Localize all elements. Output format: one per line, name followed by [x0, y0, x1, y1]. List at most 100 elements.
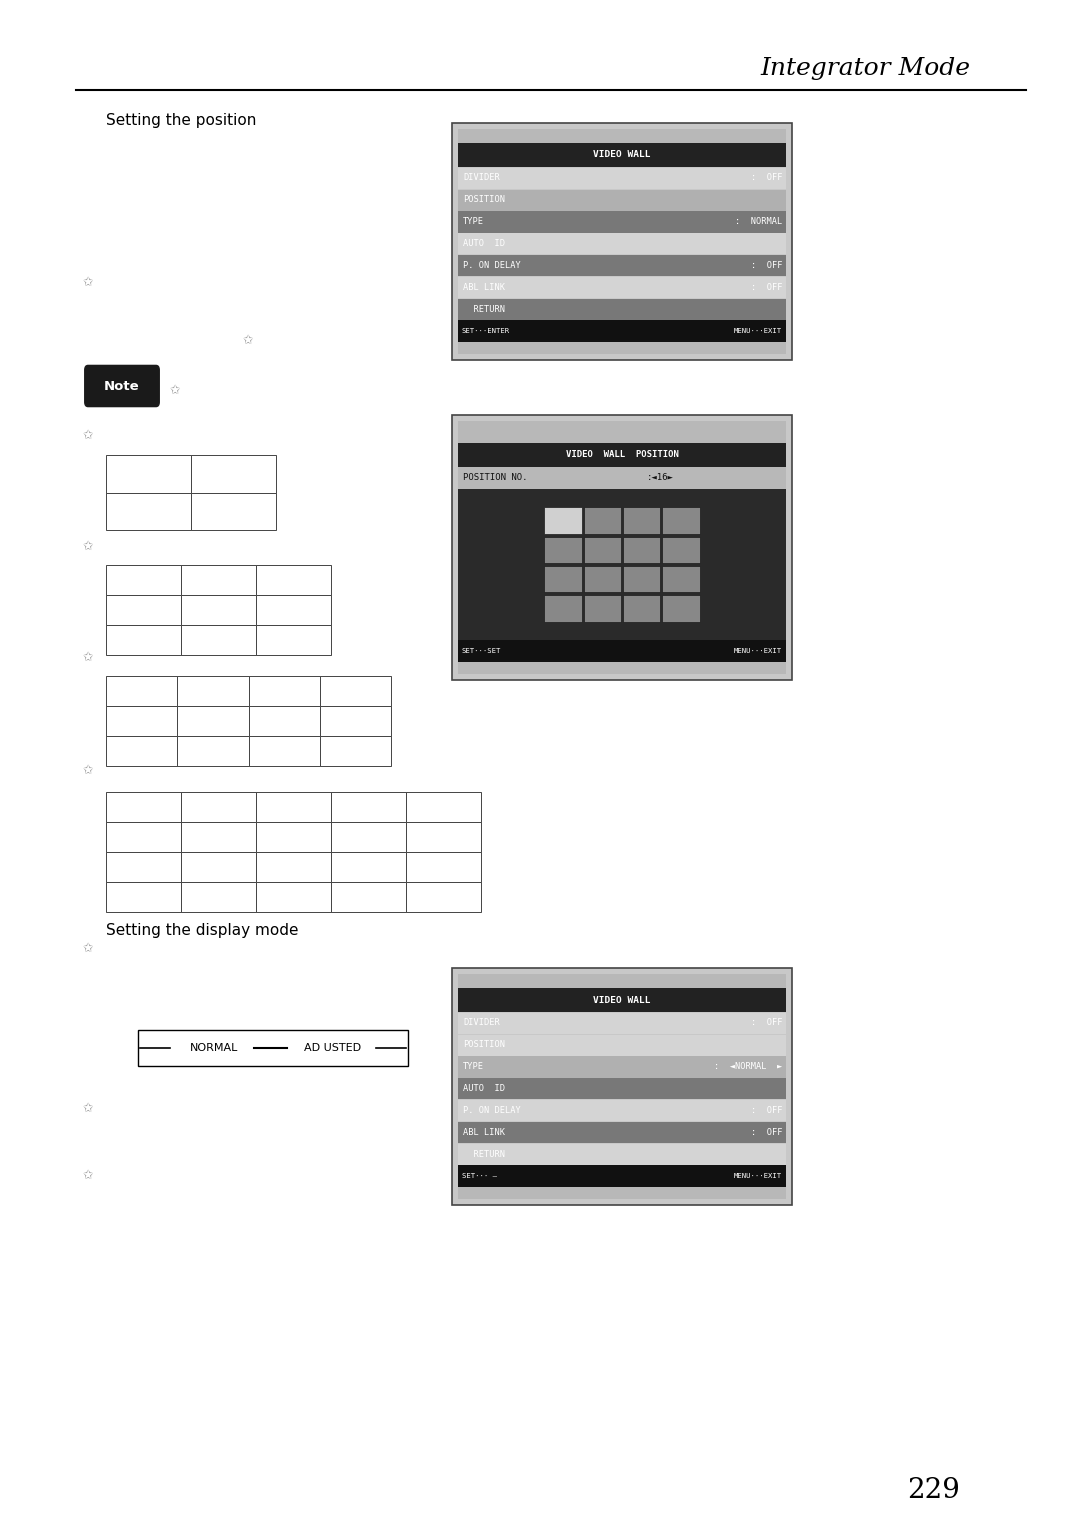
Text: AD USTED: AD USTED: [303, 1044, 361, 1053]
Text: ✩: ✩: [83, 539, 93, 553]
Text: VIDEO WALL: VIDEO WALL: [593, 996, 651, 1004]
Bar: [458, 443, 786, 468]
Bar: [458, 1100, 786, 1122]
Bar: [544, 536, 581, 562]
Text: MENU···EXIT: MENU···EXIT: [734, 329, 782, 335]
Bar: [106, 706, 177, 736]
Text: POSITION NO.: POSITION NO.: [463, 474, 527, 483]
Bar: [583, 565, 621, 593]
Bar: [662, 596, 700, 622]
Text: TYPE: TYPE: [463, 217, 484, 226]
Bar: [623, 507, 660, 533]
Bar: [256, 792, 330, 822]
Bar: [458, 640, 786, 662]
Bar: [458, 168, 786, 189]
Text: ABL LINK: ABL LINK: [463, 1128, 505, 1137]
Bar: [177, 736, 248, 766]
Bar: [453, 416, 792, 680]
Bar: [623, 536, 660, 562]
Bar: [177, 706, 248, 736]
Bar: [256, 822, 330, 853]
Bar: [106, 492, 191, 530]
Bar: [181, 822, 256, 853]
Text: DIVIDER: DIVIDER: [463, 174, 500, 182]
Text: :  OFF: : OFF: [751, 1019, 782, 1027]
Text: 229: 229: [907, 1476, 960, 1504]
Bar: [458, 1079, 786, 1100]
Bar: [106, 625, 181, 656]
Text: :  OFF: : OFF: [751, 283, 782, 292]
Bar: [406, 853, 481, 882]
Bar: [320, 736, 391, 766]
Bar: [181, 882, 256, 912]
Bar: [106, 882, 181, 912]
Bar: [662, 507, 700, 533]
Bar: [106, 853, 181, 882]
Text: TYPE: TYPE: [463, 1062, 484, 1071]
Bar: [583, 596, 621, 622]
Bar: [106, 792, 181, 822]
Bar: [330, 853, 406, 882]
Text: ✩: ✩: [83, 941, 93, 955]
Bar: [458, 1144, 786, 1164]
Text: VIDEO WALL: VIDEO WALL: [593, 150, 651, 159]
Text: ✩: ✩: [83, 651, 93, 663]
Text: :  OFF: : OFF: [751, 1106, 782, 1115]
Text: NORMAL: NORMAL: [189, 1044, 238, 1053]
Bar: [458, 468, 786, 489]
Bar: [458, 422, 786, 443]
Bar: [330, 792, 406, 822]
Bar: [181, 853, 256, 882]
Bar: [320, 706, 391, 736]
Bar: [256, 594, 330, 625]
Bar: [106, 565, 181, 594]
Text: :  ◄NORMAL  ►: : ◄NORMAL ►: [714, 1062, 782, 1071]
Text: MENU···EXIT: MENU···EXIT: [734, 1174, 782, 1180]
Bar: [138, 1030, 408, 1067]
Text: DIVIDER: DIVIDER: [463, 1019, 500, 1027]
Bar: [248, 675, 320, 706]
Text: SET··· —: SET··· —: [462, 1174, 497, 1180]
Text: Setting the position: Setting the position: [106, 113, 256, 127]
Bar: [458, 299, 786, 319]
Bar: [458, 1164, 786, 1187]
Bar: [106, 822, 181, 853]
Bar: [106, 736, 177, 766]
Bar: [248, 736, 320, 766]
FancyBboxPatch shape: [84, 365, 159, 406]
Bar: [623, 565, 660, 593]
Bar: [458, 989, 786, 1012]
Text: RETURN: RETURN: [463, 1149, 505, 1158]
Bar: [181, 565, 256, 594]
Text: ✩: ✩: [83, 764, 93, 776]
Bar: [662, 565, 700, 593]
Bar: [320, 675, 391, 706]
Bar: [181, 792, 256, 822]
Text: ✩: ✩: [83, 1102, 93, 1114]
Text: P. ON DELAY: P. ON DELAY: [463, 1106, 521, 1115]
Bar: [458, 1034, 786, 1056]
Bar: [191, 455, 276, 492]
Text: RETURN: RETURN: [463, 304, 505, 313]
Text: SET···ENTER: SET···ENTER: [462, 329, 510, 335]
Bar: [662, 536, 700, 562]
Bar: [458, 277, 786, 298]
Bar: [623, 596, 660, 622]
Bar: [256, 625, 330, 656]
Bar: [544, 507, 581, 533]
Text: ABL LINK: ABL LINK: [463, 283, 505, 292]
Text: Setting the display mode: Setting the display mode: [106, 923, 298, 938]
Text: ✩: ✩: [83, 1169, 93, 1181]
Bar: [544, 565, 581, 593]
Text: :  OFF: : OFF: [751, 261, 782, 270]
Text: MENU···EXIT: MENU···EXIT: [734, 648, 782, 654]
Bar: [458, 489, 786, 640]
Bar: [181, 625, 256, 656]
Text: POSITION: POSITION: [463, 1041, 505, 1050]
Bar: [458, 234, 786, 255]
Bar: [256, 853, 330, 882]
Bar: [106, 594, 181, 625]
Text: ✩: ✩: [243, 333, 253, 347]
Bar: [177, 675, 248, 706]
Text: :◄16►: :◄16►: [647, 474, 674, 483]
